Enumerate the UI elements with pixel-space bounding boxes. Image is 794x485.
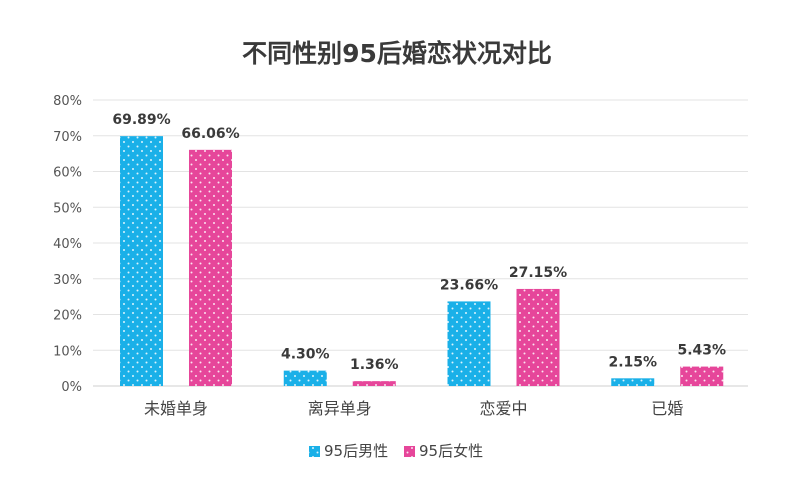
- category-label: 恋爱中: [479, 399, 527, 418]
- bars: [120, 136, 724, 386]
- legend-swatch: [309, 446, 320, 457]
- y-tick-label: 60%: [53, 166, 82, 181]
- y-tick-label: 40%: [53, 237, 82, 252]
- legend: 95后男性 95后女性: [309, 442, 483, 460]
- y-tick-label: 0%: [61, 380, 82, 395]
- bar: [189, 149, 232, 386]
- category-label: 离异单身: [308, 399, 372, 418]
- data-label: 23.66%: [440, 277, 498, 293]
- data-label: 69.89%: [112, 112, 170, 128]
- y-tick-label: 50%: [53, 201, 82, 216]
- bar: [447, 301, 491, 386]
- data-label: 5.43%: [677, 343, 726, 359]
- y-tick-label: 20%: [53, 309, 82, 324]
- data-label: 27.15%: [509, 265, 567, 281]
- category-label: 已婚: [651, 399, 683, 418]
- legend-label: 95后男性: [324, 442, 388, 460]
- y-tick-label: 70%: [53, 130, 82, 145]
- y-tick-label: 80%: [53, 94, 82, 109]
- category-label: 未婚单身: [144, 399, 208, 418]
- data-label: 4.30%: [281, 347, 330, 363]
- data-label: 1.36%: [350, 357, 399, 373]
- data-label: 2.15%: [608, 354, 657, 370]
- bar: [611, 378, 655, 386]
- bar: [120, 136, 163, 386]
- y-tick-label: 30%: [53, 273, 82, 288]
- data-label: 66.06%: [181, 126, 239, 142]
- legend-label: 95后女性: [419, 442, 483, 460]
- y-axis: 0% 10% 20% 30% 40% 50% 60% 70% 80%: [53, 94, 82, 395]
- chart-title: 不同性别95后婚恋状况对比: [242, 39, 552, 68]
- bar: [680, 366, 724, 386]
- y-tick-label: 10%: [53, 344, 82, 359]
- legend-swatch: [404, 446, 415, 457]
- x-axis: 未婚单身 离异单身 恋爱中 已婚: [144, 399, 683, 418]
- data-labels: 69.89% 66.06% 4.30% 1.36% 23.66% 27.15% 2.15% 5…: [112, 112, 726, 373]
- bar: [283, 370, 327, 386]
- bar: [516, 288, 560, 386]
- bar: [352, 381, 396, 386]
